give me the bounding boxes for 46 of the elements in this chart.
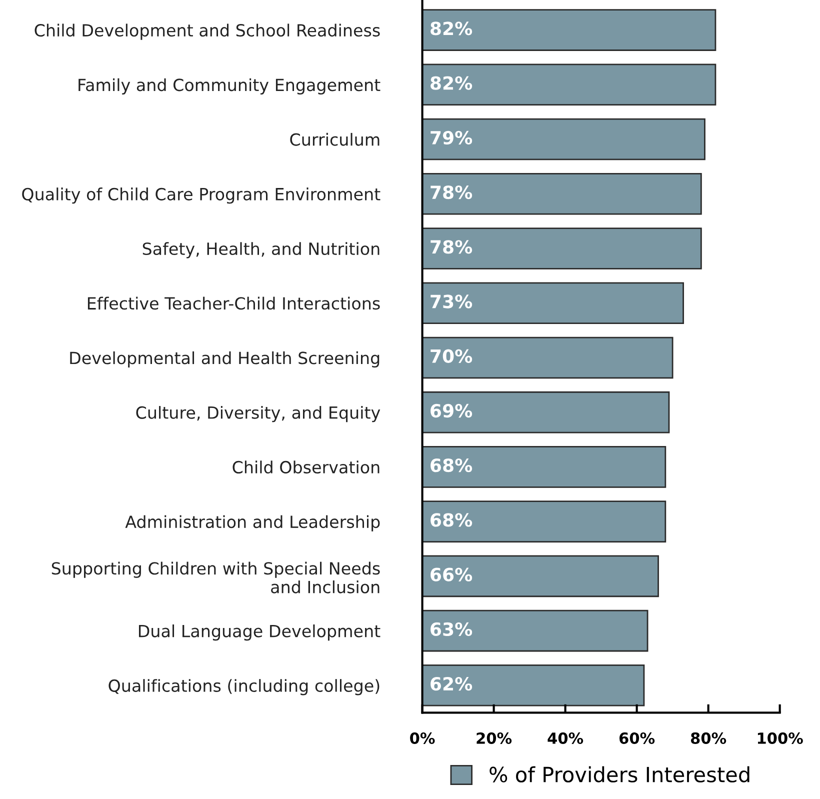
data-label: 82%	[430, 76, 472, 90]
x-tick-label: 40%	[548, 732, 584, 744]
y-tick-label: Dual Language Development	[138, 624, 380, 641]
bar	[422, 391, 670, 434]
bar	[422, 610, 648, 652]
data-label: 68%	[430, 458, 472, 472]
x-tick-label: 100%	[758, 732, 803, 744]
legend-label: % of Providers Interested	[490, 766, 750, 782]
x-tick-label: 80%	[690, 732, 726, 744]
y-tick-label: Family and Community Engagement	[78, 78, 380, 94]
data-label: 66%	[430, 568, 472, 582]
x-tick-label: 0%	[410, 732, 435, 744]
bar	[422, 282, 684, 324]
y-tick-label: Developmental and Health Screening	[70, 351, 380, 368]
y-tick-label: Qualifications (including college)	[108, 679, 380, 696]
bar	[422, 500, 666, 542]
data-label: 78%	[430, 185, 472, 200]
y-tick-label: Child Observation	[232, 460, 380, 474]
y-tick-label: Quality of Child Care Program Environment	[22, 188, 380, 204]
bar	[422, 555, 659, 598]
bar	[422, 446, 666, 488]
data-label: 79%	[430, 130, 472, 145]
x-tick-label: 20%	[476, 732, 512, 744]
bar	[422, 336, 674, 379]
data-label: 63%	[430, 622, 472, 636]
data-label: 78%	[430, 240, 472, 254]
data-label: 70%	[430, 349, 472, 363]
data-label: 69%	[430, 404, 472, 418]
bar	[422, 228, 702, 270]
bar	[422, 664, 645, 706]
y-tick-label: Supporting Children with Special Needs and Inclusion	[52, 562, 380, 594]
bar	[422, 64, 716, 106]
data-label: 82%	[430, 22, 472, 36]
x-tick-label: 60%	[619, 732, 655, 744]
y-tick-label: Safety, Health, and Nutrition	[142, 242, 380, 258]
data-label: 62%	[430, 676, 472, 691]
y-tick-label: Child Development and School Readiness	[34, 24, 380, 40]
y-tick-label: Culture, Diversity, and Equity	[136, 406, 380, 422]
y-tick-label: Administration and Leadership	[125, 515, 380, 532]
data-label: 73%	[430, 294, 472, 308]
bar	[422, 118, 706, 160]
bar	[422, 9, 716, 51]
y-tick-label: Effective Teacher-Child Interactions	[88, 296, 380, 310]
y-tick-label: Curriculum	[290, 132, 380, 146]
data-label: 68%	[430, 513, 472, 527]
bar	[422, 172, 702, 215]
